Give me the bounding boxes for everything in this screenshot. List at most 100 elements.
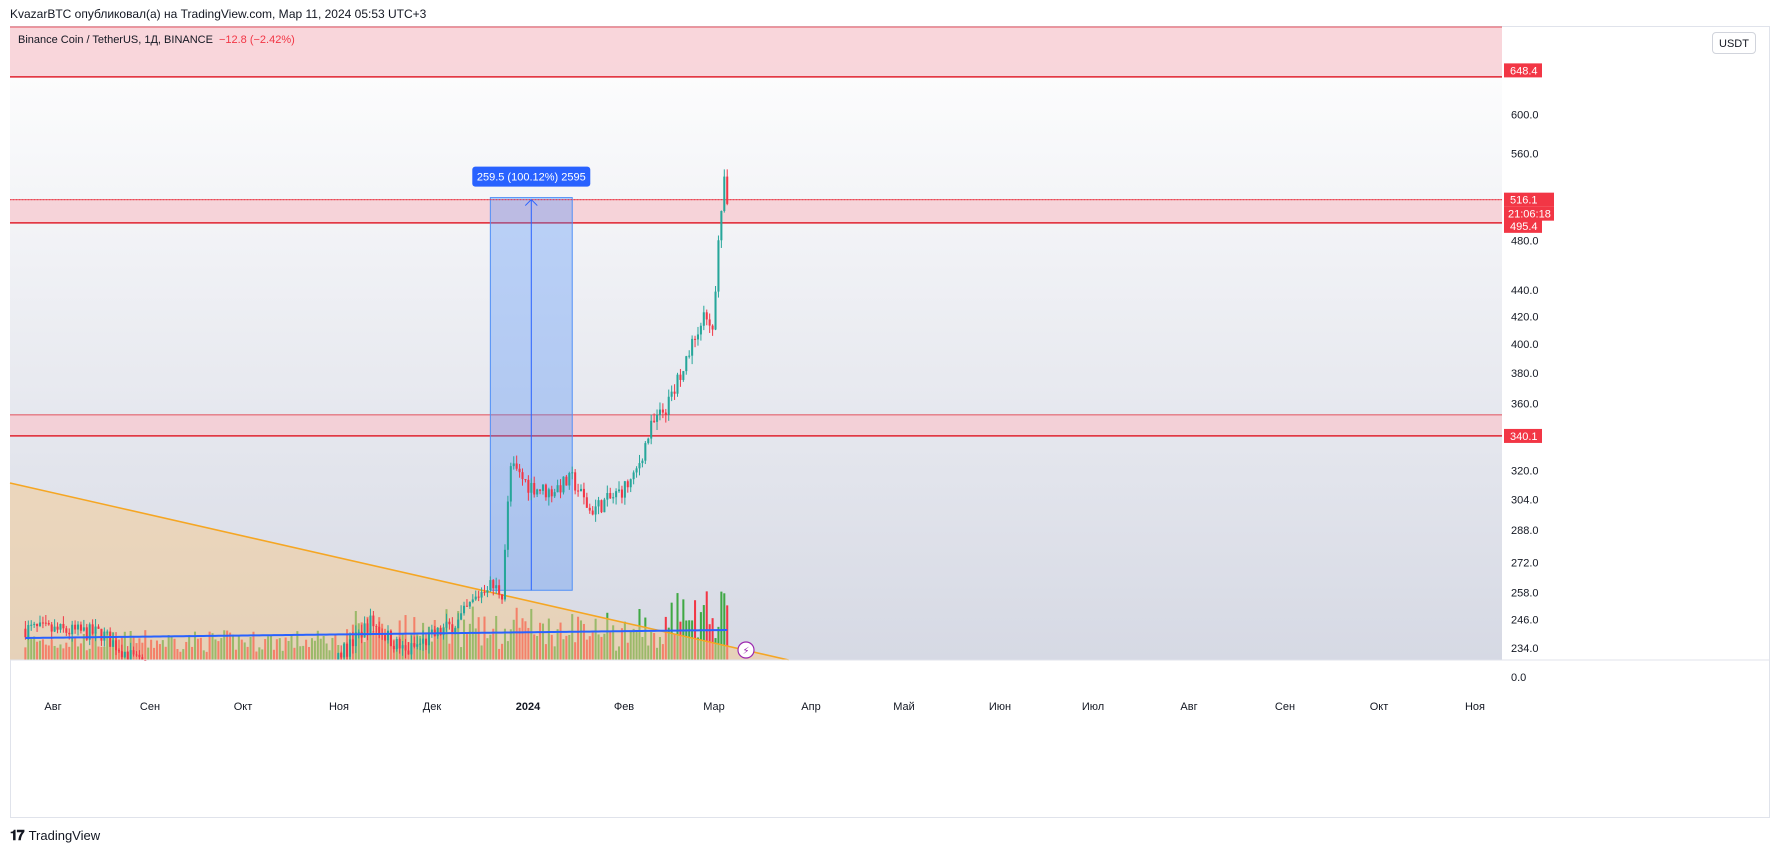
- event-lightning-icon[interactable]: [737, 641, 755, 659]
- candle-body: [480, 592, 483, 598]
- volume-bar: [711, 618, 714, 660]
- candle-body: [82, 627, 85, 631]
- candle-body: [679, 374, 682, 380]
- price-zone[interactable]: [10, 414, 1502, 436]
- candle-body: [465, 605, 468, 607]
- candle-body: [410, 643, 413, 655]
- candle-body: [71, 624, 74, 635]
- y-tick-label: 516.1: [1510, 195, 1538, 207]
- candle-body: [708, 319, 711, 326]
- candle-body: [492, 580, 495, 589]
- candle-body: [503, 549, 506, 600]
- candle-body: [521, 472, 524, 480]
- candle-body: [509, 466, 512, 502]
- candle-body: [577, 490, 580, 492]
- candle-body: [550, 489, 553, 497]
- volume-bar: [676, 593, 679, 660]
- candle-body: [711, 325, 714, 330]
- candle-body: [91, 624, 94, 634]
- x-tick-label: Мар: [703, 701, 725, 713]
- candle-body: [629, 479, 632, 488]
- candle-body: [559, 485, 562, 493]
- candle-body: [372, 615, 375, 627]
- candle-body: [138, 654, 141, 658]
- time-axis[interactable]: Авг Сен Окт Ноя Дек 2024 Фев Мар Апр Май Июн Июл Авг…: [10, 659, 1770, 713]
- candle-body: [44, 622, 47, 624]
- candle-body: [477, 596, 480, 598]
- candle-body: [685, 356, 688, 372]
- candle-body: [41, 622, 44, 624]
- currency-unit-button[interactable]: USDT: [1712, 32, 1756, 54]
- candle-body: [541, 484, 545, 491]
- measure-label-box: [472, 166, 591, 187]
- candle-body: [427, 632, 430, 646]
- candle-body: [498, 585, 501, 595]
- y-tick-label: 258.0: [1511, 587, 1539, 599]
- candle-body: [696, 334, 699, 340]
- candle-body: [448, 621, 451, 625]
- candle-body: [600, 500, 603, 513]
- candle-body: [656, 415, 659, 422]
- candle-body: [401, 645, 404, 649]
- price-axis[interactable]: 648.4 600.0 560.0 516.1 480.0 440.0 420.0 400.0…: [737, 63, 1554, 684]
- candle-body: [343, 643, 346, 658]
- x-tick-label: Ноя: [1465, 701, 1485, 713]
- candle-body: [597, 500, 600, 507]
- candle-body: [483, 592, 486, 594]
- x-tick-label: Апр: [801, 701, 820, 713]
- candle-body: [451, 624, 454, 634]
- candle-body: [468, 602, 471, 607]
- candle-body: [445, 621, 448, 628]
- candle-body: [588, 507, 591, 511]
- y-tick-label: 0.0: [1511, 672, 1526, 684]
- symbol-title: Binance Coin / TetherUS, 1Д, BINANCE: [18, 34, 213, 46]
- candle-body: [62, 623, 65, 629]
- y-tick-label: 272.0: [1511, 558, 1539, 570]
- candle-body: [723, 176, 726, 212]
- measure-arrow-head: [524, 198, 538, 206]
- candle-body: [579, 488, 583, 492]
- candle-body: [562, 476, 565, 493]
- price-zone[interactable]: [10, 27, 1502, 77]
- candle-body: [620, 489, 623, 498]
- measure-tool[interactable]: 259.5 (100.12%) 2595: [10, 166, 1502, 591]
- candle-body: [346, 643, 349, 657]
- candle-body: [117, 650, 120, 652]
- candle-body: [430, 629, 433, 633]
- price-zone[interactable]: [10, 199, 1502, 223]
- candle-body: [395, 638, 398, 650]
- x-tick-label: Дек: [423, 701, 442, 713]
- candle-body: [65, 628, 68, 633]
- y-tick-label: 288.0: [1511, 525, 1539, 537]
- candle-body: [404, 645, 407, 651]
- candle-body: [632, 472, 635, 480]
- candle-body: [591, 510, 594, 515]
- candle-body: [47, 623, 50, 625]
- x-tick-label: Фев: [614, 701, 634, 713]
- zone-price-label: 495.4: [1510, 221, 1538, 233]
- candle-body: [53, 626, 56, 632]
- candle-body: [460, 613, 463, 620]
- candle-body: [726, 176, 729, 204]
- candle-body: [100, 628, 103, 641]
- candle-body: [568, 472, 571, 486]
- candle-body: [340, 653, 343, 658]
- candle-body: [653, 420, 656, 422]
- candle-body: [539, 489, 542, 491]
- candle-body: [694, 338, 697, 340]
- candle-body: [85, 627, 88, 640]
- candle-body: [384, 634, 387, 641]
- candle-body: [638, 463, 641, 469]
- candle-body: [667, 396, 670, 415]
- candle-body: [422, 638, 425, 644]
- candle-body: [135, 654, 138, 656]
- zone-price-badge: [1504, 218, 1542, 233]
- candle-body: [375, 626, 378, 628]
- candle-body: [348, 639, 352, 657]
- candle-body: [94, 626, 97, 634]
- volume-bar: [705, 591, 708, 660]
- candle-body: [688, 355, 691, 357]
- x-tick-label: Авг: [1180, 701, 1197, 713]
- candle-body: [59, 623, 62, 630]
